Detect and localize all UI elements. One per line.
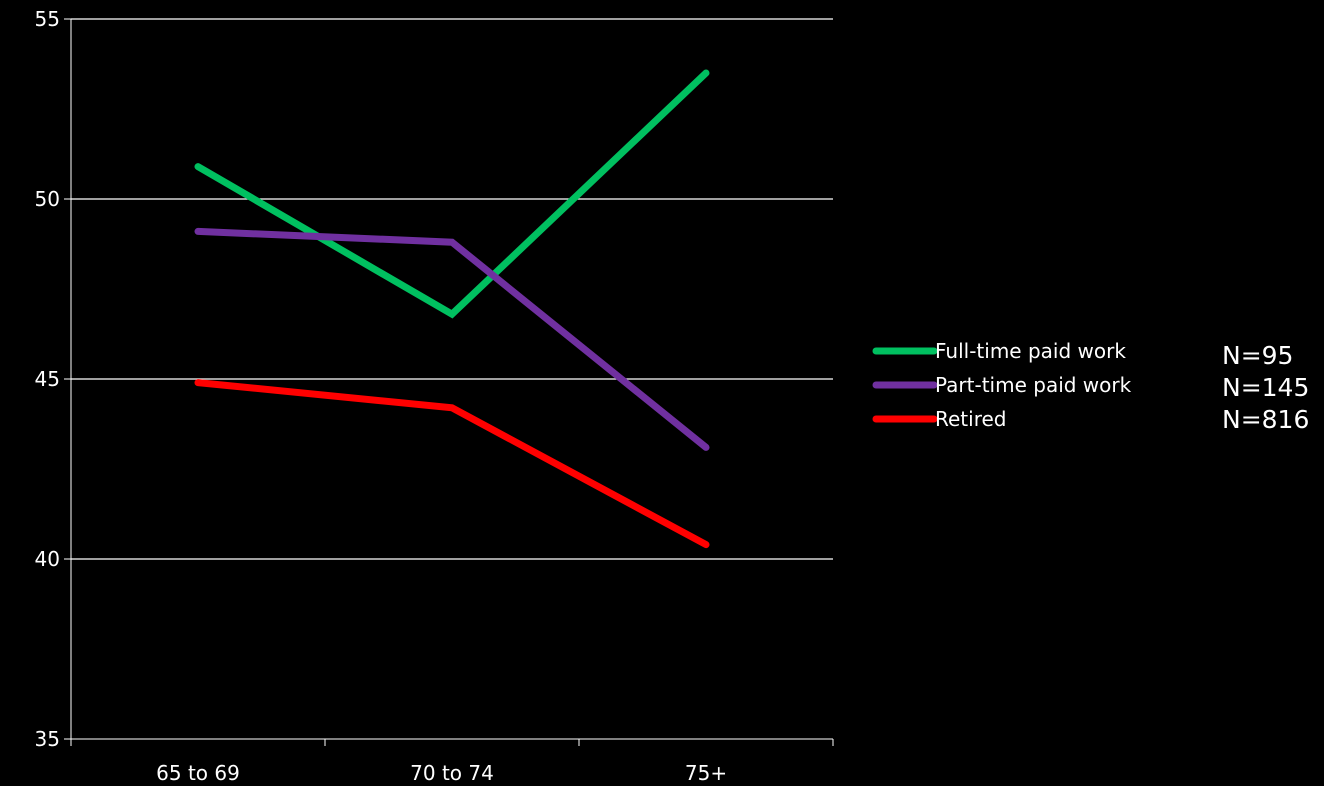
legend: Full-time paid work Part-time paid work Re… (872, 339, 1132, 431)
sample-size-full-time: N=95 (1222, 341, 1294, 370)
x-tick-label: 65 to 69 (156, 761, 240, 785)
y-tick-label: 40 (35, 547, 60, 571)
gridlines (71, 18, 833, 560)
sample-size-part-time: N=145 (1222, 373, 1310, 402)
series-lines (194, 69, 710, 549)
y-tick-label: 55 (35, 7, 60, 31)
y-tick-labels: 35 40 45 50 55 (35, 7, 71, 751)
sample-size-retired: N=816 (1222, 405, 1310, 434)
series-line-2 (194, 379, 710, 549)
legend-label: Part-time paid work (935, 373, 1132, 397)
x-tick-label: 70 to 74 (410, 761, 494, 785)
legend-label: Retired (935, 407, 1006, 431)
x-tick-labels: 65 to 69 70 to 74 75+ (70, 739, 834, 785)
y-tick-label: 35 (35, 727, 60, 751)
legend-label: Full-time paid work (935, 339, 1126, 363)
x-tick-label: 75+ (685, 761, 727, 785)
y-tick-label: 50 (35, 187, 60, 211)
series-line-1 (194, 227, 710, 451)
y-tick-label: 45 (35, 367, 60, 391)
series-line-0 (194, 69, 710, 319)
